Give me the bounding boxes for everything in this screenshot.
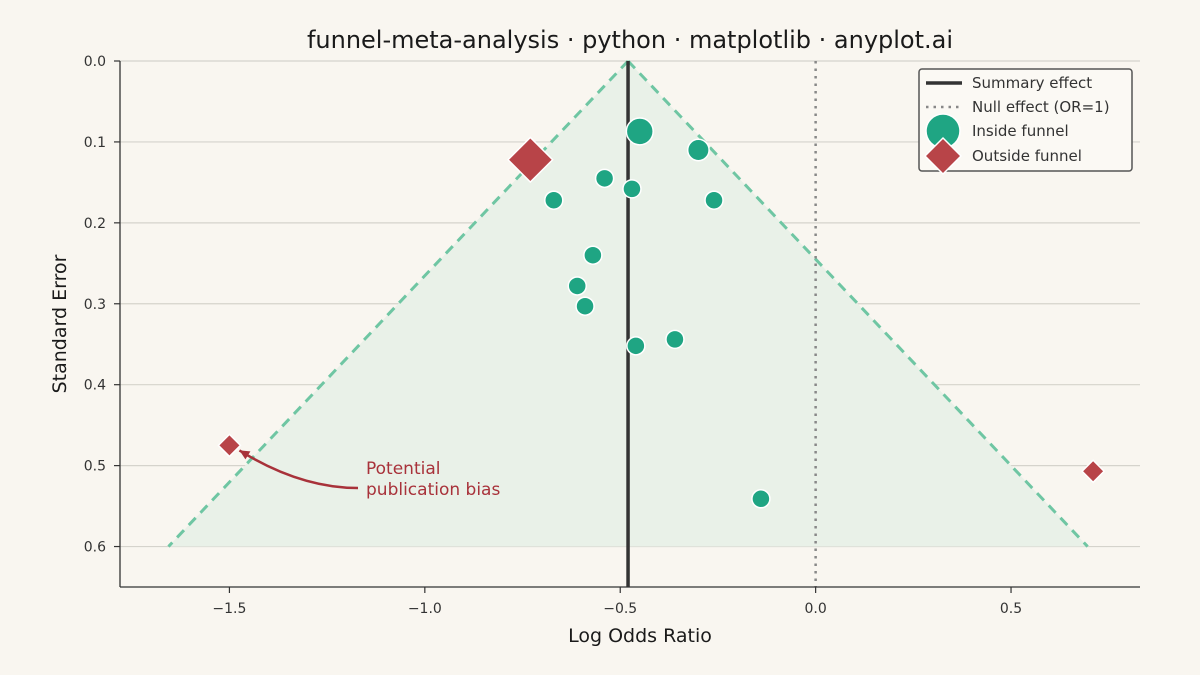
x-tick-label: 0.0 — [804, 601, 826, 617]
annotation-text: Potential — [366, 459, 440, 479]
point-inside-funnel — [567, 276, 587, 296]
point-inside-funnel — [622, 179, 642, 199]
legend-label-outside: Outside funnel — [972, 147, 1082, 165]
x-tick-label: −0.5 — [603, 601, 637, 617]
annotation-text: publication bias — [366, 480, 500, 500]
point-inside-funnel — [594, 168, 615, 189]
y-tick-label: 0.3 — [84, 297, 106, 313]
y-tick-label: 0.1 — [84, 135, 106, 151]
funnel-left-boundary — [167, 59, 630, 548]
annotation-arrowhead — [239, 450, 251, 460]
y-tick-label: 0.4 — [84, 378, 106, 394]
annotation-arrow — [238, 449, 359, 490]
legend-label-inside: Inside funnel — [972, 122, 1069, 140]
point-outside-funnel — [1081, 459, 1106, 484]
point-outside-funnel — [217, 433, 242, 458]
y-tick-label: 0.0 — [84, 54, 106, 70]
legend-label-null: Null effect (OR=1) — [972, 98, 1110, 116]
x-tick-label: −1.0 — [408, 601, 442, 617]
y-axis-title: Standard Error — [49, 254, 71, 393]
point-outside-funnel — [506, 136, 554, 184]
chart-title: funnel-meta-analysis · python · matplotl… — [307, 26, 953, 54]
y-tick-label: 0.5 — [84, 459, 106, 475]
x-tick-label: −1.5 — [212, 601, 246, 617]
legend-label-summary: Summary effect — [972, 74, 1092, 92]
x-axis-title: Log Odds Ratio — [568, 625, 712, 647]
point-inside-funnel — [544, 190, 564, 210]
y-tick-label: 0.2 — [84, 216, 106, 232]
legend-box — [918, 68, 1133, 172]
point-inside-funnel — [575, 296, 595, 316]
point-inside-funnel — [686, 138, 710, 162]
x-tick-label: 0.5 — [1000, 601, 1022, 617]
point-inside-funnel — [665, 329, 685, 350]
y-tick-label: 0.6 — [84, 540, 106, 556]
point-inside-funnel — [626, 336, 646, 356]
point-inside-funnel — [751, 489, 771, 509]
point-inside-funnel — [583, 245, 603, 265]
point-inside-funnel — [625, 117, 654, 146]
legend-swatch-outside — [923, 136, 963, 176]
point-inside-funnel — [704, 190, 724, 210]
